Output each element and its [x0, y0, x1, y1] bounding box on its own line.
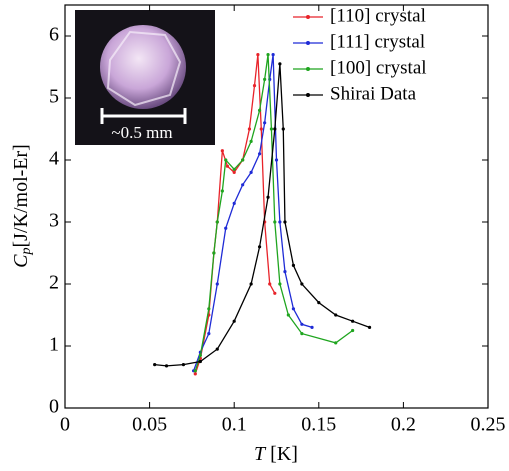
data-point	[252, 84, 257, 88]
data-point	[278, 220, 282, 224]
data-point	[266, 195, 270, 199]
data-point	[367, 325, 372, 329]
data-point	[207, 332, 211, 336]
data-point	[263, 77, 267, 81]
data-point	[256, 53, 260, 57]
data-point	[257, 152, 262, 156]
data-point	[271, 53, 275, 57]
y-label-symbol: C	[10, 254, 32, 268]
data-point	[351, 328, 355, 333]
data-point	[274, 158, 279, 162]
data-point	[263, 121, 267, 125]
legend-swatch-dot	[306, 93, 310, 97]
data-point	[220, 189, 224, 193]
data-point	[286, 313, 290, 317]
data-point	[198, 359, 202, 364]
x-axis-label: T [K]	[254, 443, 298, 465]
plot-frame	[64, 4, 489, 409]
data-point	[283, 220, 287, 224]
x-tick-label: 0.15	[301, 414, 336, 436]
data-point	[266, 53, 270, 57]
data-point	[215, 220, 219, 224]
data-point	[278, 62, 282, 66]
y-tick-label: 3	[49, 210, 59, 232]
data-point	[224, 226, 228, 230]
legend-swatch-dot	[306, 41, 310, 45]
y-tick-label: 4	[49, 148, 59, 170]
data-point	[153, 363, 157, 367]
data-point	[281, 127, 285, 131]
data-point	[278, 282, 282, 286]
y-tick-label: 5	[49, 86, 59, 108]
data-point	[310, 325, 314, 329]
x-label-unit: [K]	[270, 443, 298, 465]
data-point	[193, 372, 197, 376]
legend-label: [100] crystal	[330, 57, 427, 78]
x-tick-label: 0.2	[391, 414, 416, 436]
data-point	[273, 291, 277, 295]
data-point	[283, 270, 287, 274]
data-point	[232, 201, 236, 205]
data-point	[249, 282, 253, 286]
data-point	[198, 353, 202, 357]
inset-label: ~0.5 mm	[111, 123, 172, 142]
data-point	[207, 307, 211, 311]
series-line	[192, 54, 313, 372]
x-tick-label: 0.05	[132, 414, 167, 436]
y-axis-label: Cp[J/K/mol-Er]	[10, 144, 35, 268]
y-tick-label: 1	[49, 334, 59, 356]
data-point	[257, 245, 262, 249]
legend-swatch-dot	[306, 15, 310, 19]
legend: [110] crystal [111] crystal [100] crystal S…	[293, 5, 427, 104]
data-point	[224, 158, 228, 162]
data-point	[291, 263, 296, 267]
data-point	[273, 220, 277, 224]
data-point	[215, 347, 219, 351]
data-point	[232, 319, 236, 323]
series-line	[194, 54, 354, 372]
data-point	[232, 167, 236, 171]
data-point	[241, 158, 245, 162]
data-point	[193, 369, 197, 373]
data-point	[259, 127, 263, 131]
data-point	[268, 282, 272, 286]
data-point	[232, 170, 236, 174]
data-point	[215, 282, 219, 286]
data-point	[300, 332, 304, 336]
legend-label: [111] crystal	[330, 31, 425, 52]
x-label-symbol: T	[254, 443, 267, 465]
data-point	[291, 307, 296, 311]
y-tick-label: 6	[49, 24, 59, 46]
data-point	[220, 149, 224, 153]
data-point	[257, 108, 262, 112]
data-point	[241, 183, 245, 187]
legend-label: [110] crystal	[330, 5, 426, 26]
x-tick-label: 0	[60, 414, 70, 436]
data-point	[269, 127, 274, 131]
data-point	[273, 127, 277, 131]
data-point	[247, 127, 252, 131]
inset-photo: ~0.5 mm	[75, 10, 215, 145]
y-label-unit: [J/K/mol-Er]	[10, 144, 32, 247]
data-point	[300, 322, 304, 326]
data-point	[300, 282, 304, 286]
data-point	[334, 313, 338, 317]
data-point	[249, 139, 253, 143]
data-point	[351, 319, 355, 323]
y-tick-label: 0	[49, 396, 59, 418]
data-point	[334, 341, 338, 345]
legend-label: Shirai Data	[330, 83, 417, 104]
legend-swatch-dot	[306, 67, 310, 71]
data-point	[249, 170, 253, 174]
y-label-subscript: p	[19, 247, 34, 255]
data-point	[212, 251, 216, 255]
x-tick-label: 0.1	[222, 414, 247, 436]
data-point	[181, 363, 186, 367]
data-point	[164, 364, 169, 368]
data-point	[225, 164, 230, 168]
y-tick-label: 2	[49, 272, 59, 294]
data-point	[317, 301, 321, 305]
x-tick-label: 0.25	[471, 414, 506, 436]
